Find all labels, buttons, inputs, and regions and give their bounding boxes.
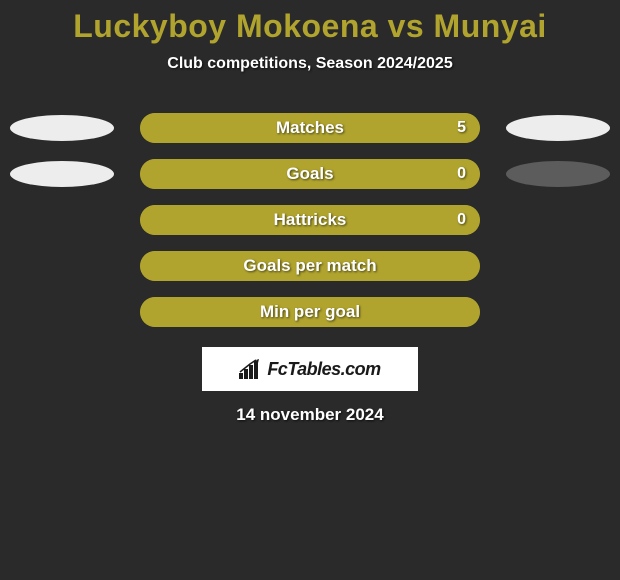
page-title: Luckyboy Mokoena vs Munyai — [0, 8, 620, 45]
stat-label: Goals — [140, 164, 480, 184]
stat-value: 5 — [457, 119, 466, 137]
stat-bar: Goals per match — [140, 251, 480, 281]
stat-label: Goals per match — [140, 256, 480, 276]
stat-bar: Min per goal — [140, 297, 480, 327]
subtitle: Club competitions, Season 2024/2025 — [0, 55, 620, 73]
logo-text: FcTables.com — [267, 359, 380, 380]
stat-label: Matches — [140, 118, 480, 138]
stat-row: Matches5 — [0, 113, 620, 143]
stat-row: Hattricks0 — [0, 205, 620, 235]
stat-bar: Hattricks0 — [140, 205, 480, 235]
right-value-ellipse — [506, 115, 610, 141]
right-value-ellipse — [506, 161, 610, 187]
stat-label: Min per goal — [140, 302, 480, 322]
stat-row: Goals0 — [0, 159, 620, 189]
stat-value: 0 — [457, 165, 466, 183]
stat-row: Goals per match — [0, 251, 620, 281]
stats-list: Matches5Goals0Hattricks0Goals per matchM… — [0, 113, 620, 327]
left-value-ellipse — [10, 161, 114, 187]
logo-bars-icon — [239, 359, 263, 379]
source-logo: FcTables.com — [202, 347, 418, 391]
stat-value: 0 — [457, 211, 466, 229]
left-value-ellipse — [10, 115, 114, 141]
stat-label: Hattricks — [140, 210, 480, 230]
stat-row: Min per goal — [0, 297, 620, 327]
date-label: 14 november 2024 — [0, 405, 620, 425]
stat-bar: Goals0 — [140, 159, 480, 189]
stat-bar: Matches5 — [140, 113, 480, 143]
comparison-card: Luckyboy Mokoena vs Munyai Club competit… — [0, 0, 620, 425]
